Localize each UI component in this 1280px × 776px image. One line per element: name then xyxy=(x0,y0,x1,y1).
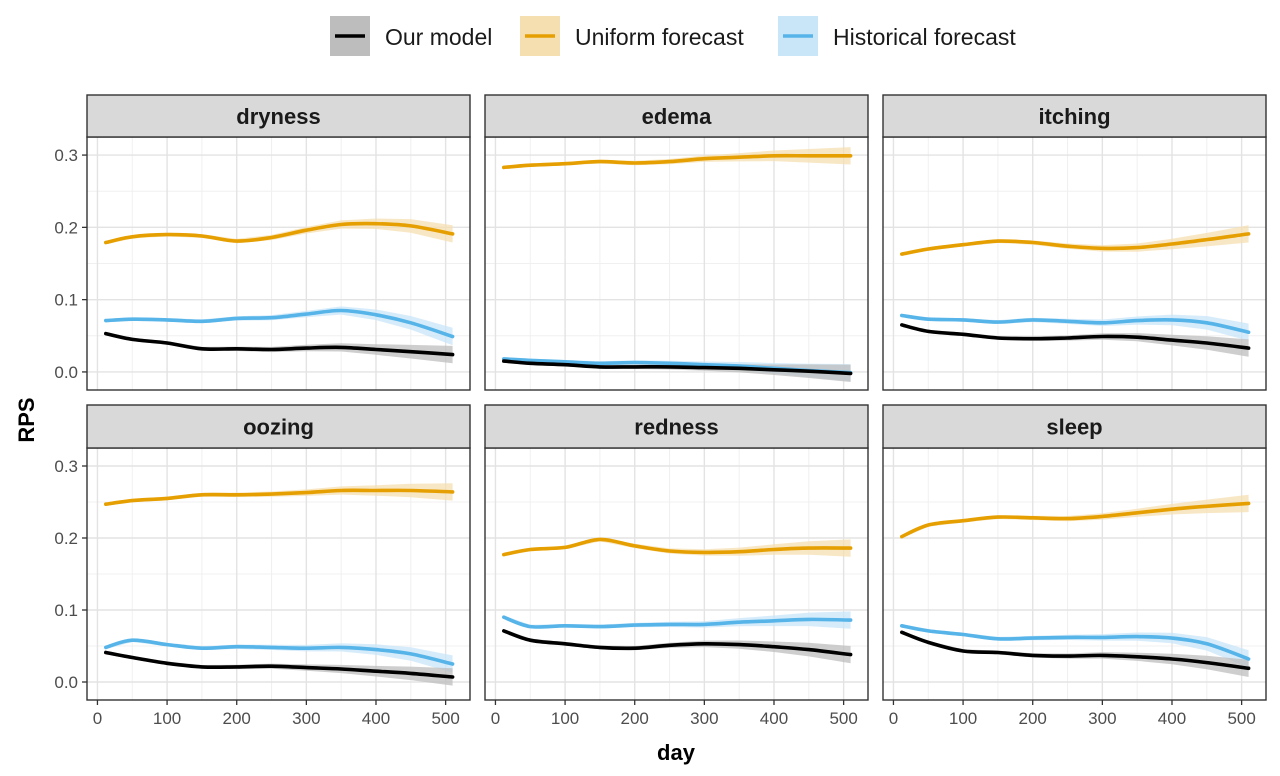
line-our-model-edema xyxy=(502,359,853,376)
legend-label: Uniform forecast xyxy=(575,24,744,50)
band-historical-forecast-redness xyxy=(503,611,851,629)
y-tick-label: 0.0 xyxy=(54,363,78,382)
x-tick-label: 400 xyxy=(760,709,788,728)
x-tick-label: 400 xyxy=(1158,709,1186,728)
strip-label-edema: edema xyxy=(642,104,712,129)
y-tick-label: 0.3 xyxy=(54,457,78,476)
y-axis-title: RPS xyxy=(14,397,39,442)
legend-item-historical-forecast: Historical forecast xyxy=(778,16,1016,56)
strip-label-sleep: sleep xyxy=(1046,415,1102,440)
panel-sleep: sleep 0 100 200 300 400 500 xyxy=(882,404,1267,728)
x-tick-label: 300 xyxy=(1088,709,1116,728)
strip-label-dryness: dryness xyxy=(236,104,320,129)
panel-redness: redness 0 100 200 300 400 500 xyxy=(484,404,869,728)
strip-oozing xyxy=(86,404,471,449)
legend-label: Our model xyxy=(385,24,492,50)
strip-dryness xyxy=(86,94,471,138)
line-historical-forecast-dryness xyxy=(104,308,455,339)
x-tick-label: 200 xyxy=(621,709,649,728)
x-tick-label: 500 xyxy=(829,709,857,728)
x-tick-label: 100 xyxy=(153,709,181,728)
x-tick-label: 0 xyxy=(889,709,898,728)
line-historical-forecast-oozing xyxy=(104,638,455,666)
line-our-model-oozing xyxy=(104,650,455,679)
band-our-model-oozing xyxy=(105,650,453,686)
line-uniform-forecast-dryness xyxy=(104,221,455,245)
line-our-model-itching xyxy=(900,323,1251,350)
x-tick-label: 0 xyxy=(491,709,500,728)
x-tick-label: 200 xyxy=(223,709,251,728)
strip-redness xyxy=(484,404,869,449)
line-our-model-sleep xyxy=(900,630,1251,671)
line-historical-forecast-sleep xyxy=(900,624,1251,661)
line-uniform-forecast-oozing xyxy=(104,488,455,506)
line-historical-forecast-redness xyxy=(502,615,853,629)
strip-edema xyxy=(484,94,869,138)
line-uniform-forecast-itching xyxy=(900,232,1251,256)
x-tick-label: 200 xyxy=(1019,709,1047,728)
x-tick-label: 500 xyxy=(1227,709,1255,728)
panel-oozing: oozing 0.0 0.1 0.2 0.3 0 100 200 300 400 500 xyxy=(54,404,471,728)
panel-itching: itching xyxy=(882,94,1267,391)
y-tick-label: 0.2 xyxy=(54,529,78,548)
line-historical-forecast-itching xyxy=(900,313,1251,334)
legend-item-our-model: Our model xyxy=(330,16,492,56)
panel-edema: edema xyxy=(484,94,869,391)
strip-label-redness: redness xyxy=(634,415,718,440)
strip-label-itching: itching xyxy=(1038,104,1110,129)
line-uniform-forecast-sleep xyxy=(900,501,1251,539)
strip-sleep xyxy=(882,404,1267,449)
strip-itching xyxy=(882,94,1267,138)
band-historical-forecast-sleep xyxy=(901,624,1249,668)
band-our-model-sleep xyxy=(901,630,1249,677)
band-our-model-itching xyxy=(901,323,1249,357)
legend-item-uniform-forecast: Uniform forecast xyxy=(520,16,744,56)
x-tick-label: 100 xyxy=(551,709,579,728)
x-tick-label: 300 xyxy=(292,709,320,728)
line-uniform-forecast-edema xyxy=(502,153,853,170)
x-tick-label: 300 xyxy=(690,709,718,728)
legend: Our model Uniform forecast Historical fore… xyxy=(330,16,1016,56)
y-tick-label: 0.1 xyxy=(54,291,78,310)
y-tick-label: 0.3 xyxy=(54,146,78,165)
y-tick-label: 0.1 xyxy=(54,601,78,620)
x-axis-title: day xyxy=(657,740,696,765)
x-tick-label: 400 xyxy=(362,709,390,728)
legend-label: Historical forecast xyxy=(833,24,1016,50)
line-our-model-dryness xyxy=(104,331,455,357)
line-uniform-forecast-redness xyxy=(502,537,853,557)
line-our-model-redness xyxy=(502,629,853,657)
band-uniform-forecast-itching xyxy=(901,225,1249,256)
strip-label-oozing: oozing xyxy=(243,415,314,440)
y-tick-label: 0.2 xyxy=(54,218,78,237)
y-tick-label: 0.0 xyxy=(54,673,78,692)
panel-dryness: dryness 0.0 0.1 0.2 0.3 xyxy=(54,94,471,391)
band-historical-forecast-dryness xyxy=(105,306,453,346)
x-tick-label: 500 xyxy=(431,709,459,728)
x-tick-label: 0 xyxy=(93,709,102,728)
x-tick-label: 100 xyxy=(949,709,977,728)
facet-panels: dryness 0.0 0.1 0.2 0.3 edema itching oozing 0.0… xyxy=(54,94,1267,728)
